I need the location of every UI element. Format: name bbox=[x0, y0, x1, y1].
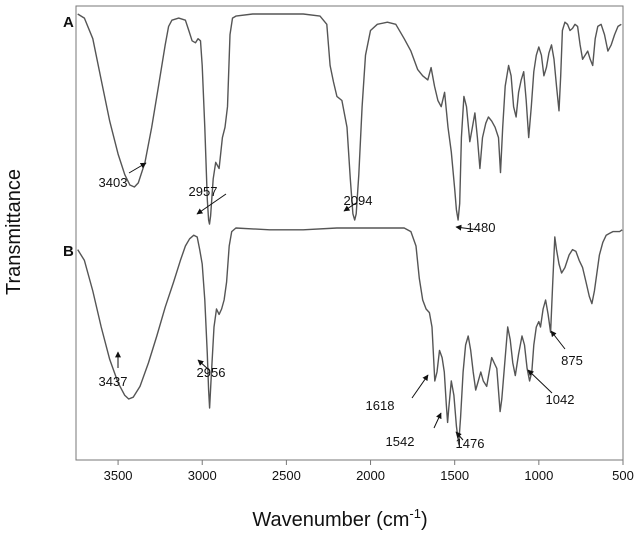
annotation-label-875: 875 bbox=[561, 353, 583, 368]
plot-frame bbox=[75, 5, 624, 461]
x-tick-label-1500: 1500 bbox=[440, 468, 469, 483]
annotation-arrow-2956 bbox=[197, 359, 210, 371]
peak-annotations: 3403 2957 2094 1480 3437 2956 1618 1542 1476 1042… bbox=[99, 162, 583, 451]
annotation-label-2094: 2094 bbox=[344, 193, 373, 208]
x-axis-title-main: Wavenumber (cm bbox=[252, 509, 409, 531]
annotation-arrow-2094 bbox=[343, 202, 357, 212]
x-tick-label-500: 500 bbox=[612, 468, 634, 483]
annotation-label-3437: 3437 bbox=[99, 374, 128, 389]
annotation-label-1542: 1542 bbox=[386, 434, 415, 449]
annotation-arrow-1618 bbox=[411, 374, 429, 399]
x-tick-label-3000: 3000 bbox=[188, 468, 217, 483]
x-tick-label-3500: 3500 bbox=[104, 468, 133, 483]
annotation-arrow-875 bbox=[550, 330, 566, 350]
annotation-label-1618: 1618 bbox=[366, 398, 395, 413]
x-tick-label-2500: 2500 bbox=[272, 468, 301, 483]
x-axis-ticks: 3500 3000 2500 2000 1500 1000 500 bbox=[104, 460, 634, 483]
y-axis-title: Transmittance bbox=[3, 169, 25, 295]
x-tick-label-2000: 2000 bbox=[356, 468, 385, 483]
series-line-b bbox=[77, 227, 623, 445]
annotation-label-3403: 3403 bbox=[99, 175, 128, 190]
annotation-label-2956: 2956 bbox=[197, 365, 226, 380]
x-axis-title-close: ) bbox=[421, 509, 428, 531]
series-line-a bbox=[77, 13, 622, 225]
x-axis-title: Wavenumber (cm-1) bbox=[252, 506, 427, 531]
annotation-arrow-2957 bbox=[196, 193, 227, 215]
x-axis-title-sup: -1 bbox=[409, 506, 421, 521]
panel-label-a: A bbox=[63, 14, 74, 31]
annotation-label-1042: 1042 bbox=[546, 392, 575, 407]
annotation-label-1476: 1476 bbox=[456, 436, 485, 451]
annotation-arrow-1542 bbox=[433, 412, 442, 429]
annotation-arrow-1476 bbox=[455, 431, 464, 441]
series-layer bbox=[77, 13, 623, 445]
panel-label-b: B bbox=[63, 243, 74, 260]
annotation-arrow-1480 bbox=[455, 224, 480, 231]
annotation-arrow-3403 bbox=[128, 162, 147, 174]
annotation-label-1480: 1480 bbox=[467, 220, 496, 235]
annotation-label-2957: 2957 bbox=[189, 184, 218, 199]
annotation-arrow-1042 bbox=[527, 369, 553, 394]
x-tick-label-1000: 1000 bbox=[524, 468, 553, 483]
